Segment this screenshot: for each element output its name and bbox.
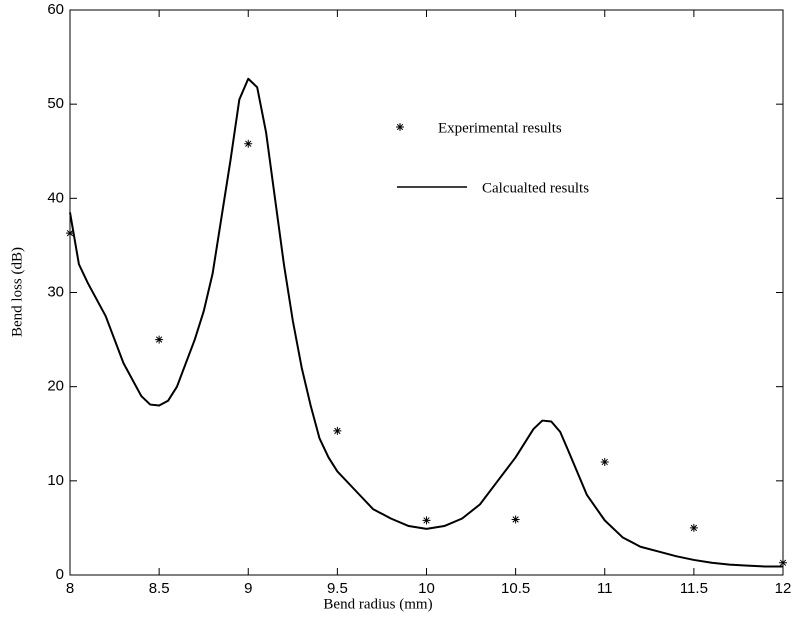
data-point [779,558,787,567]
x-tick-label: 11.5 [680,580,708,597]
x-tick-label: 8.5 [149,580,170,597]
data-point [333,426,342,435]
data-line [69,77,783,568]
x-tick-label: 10.5 [501,580,530,597]
y-tick-label: 0 [56,566,64,583]
y-tick-label: 60 [47,1,64,18]
y-axis-label: Bend loss (dB) [9,247,25,337]
x-tick-label: 8 [66,580,74,597]
y-tick-label: 10 [47,472,64,489]
data-point [244,139,253,148]
data-point [66,229,74,238]
x-tick-label: 10 [418,580,435,597]
plot-frame [69,9,784,576]
y-tick-label: 50 [47,95,64,112]
y-tick-label: 20 [47,378,64,395]
data-point [689,523,698,532]
y-tick-label: 40 [47,189,64,206]
y-tick-label: 30 [47,283,64,300]
x-tick-label: 11 [597,580,613,597]
data-point [600,458,609,466]
x-tick-label: 12 [775,580,792,597]
x-axis-label: Bend radius (mm) [323,596,432,612]
data-point [422,516,431,525]
data-point [155,335,164,344]
x-tick-label: 9.5 [327,580,348,597]
legend-marker [396,123,404,131]
legend-label: Calcualted results [482,180,589,196]
x-tick-label: 9 [244,580,252,597]
legend-label: Experimental results [438,120,562,136]
data-point [511,515,520,524]
